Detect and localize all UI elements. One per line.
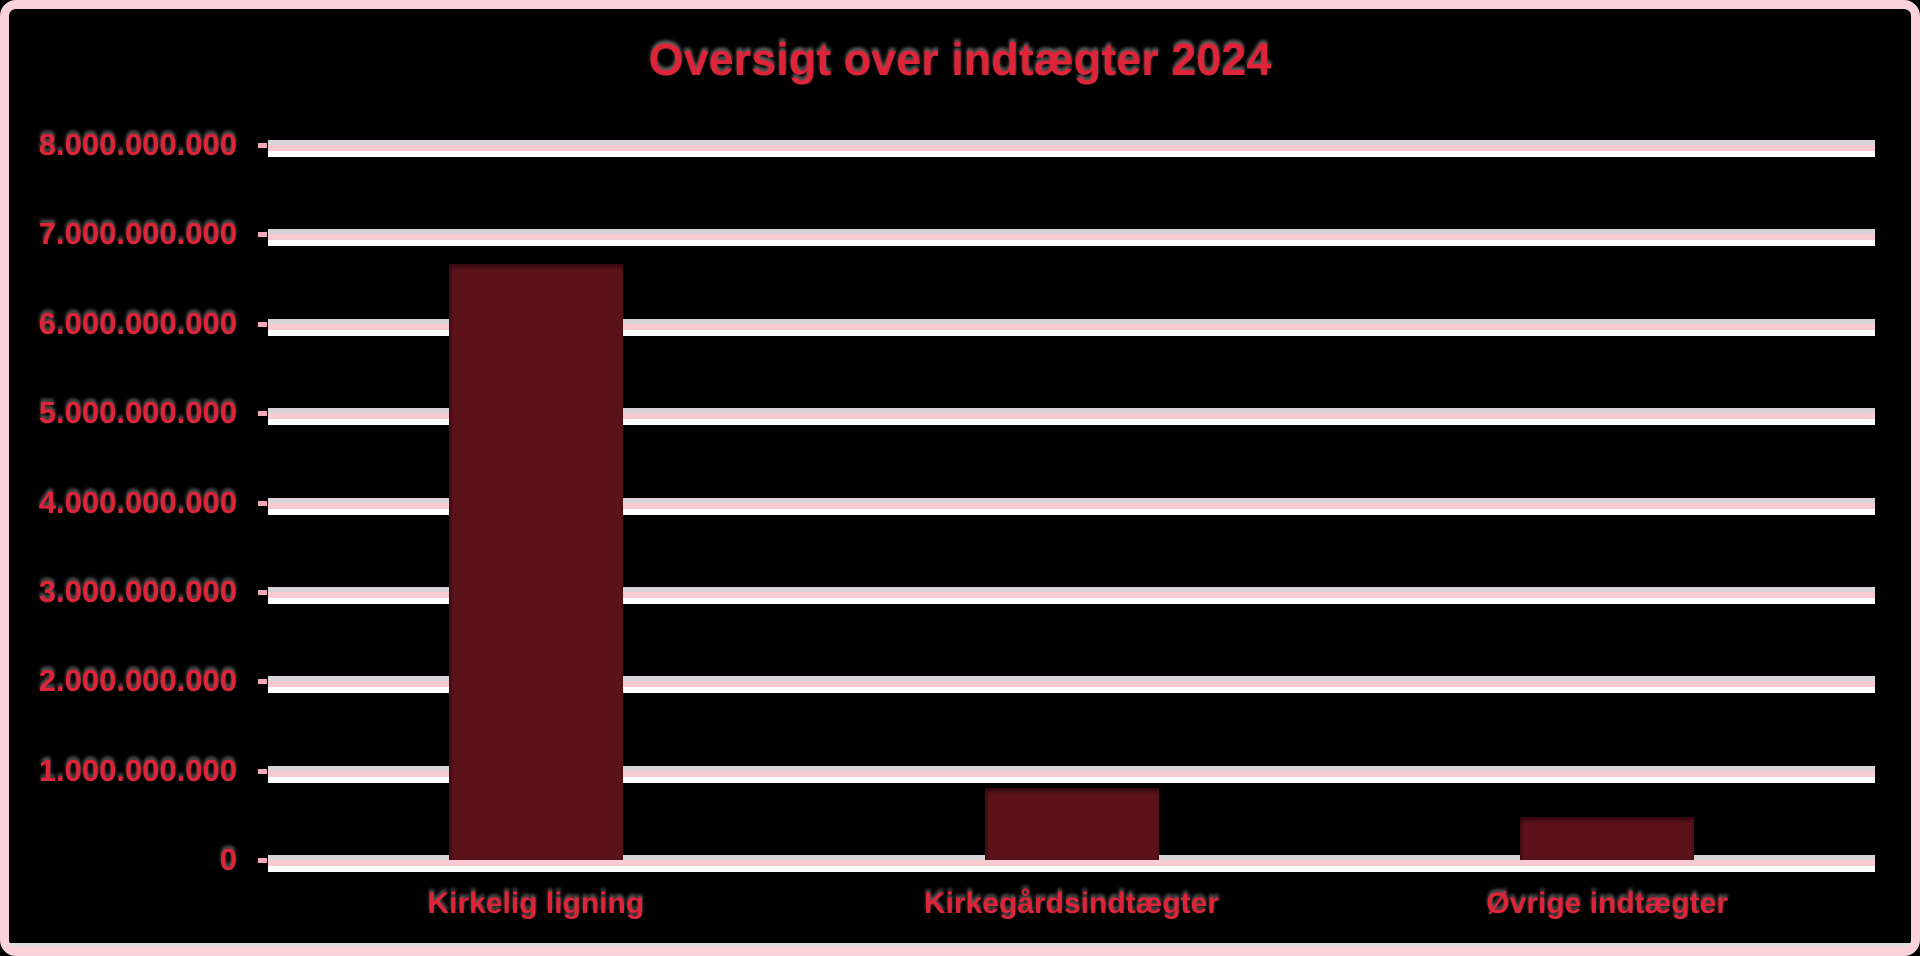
bar-3: [1520, 817, 1695, 860]
y-axis-tick-icon: [258, 858, 267, 863]
x-category-label: Øvrige indtægter: [1486, 887, 1728, 920]
y-axis-tick-icon: [258, 232, 267, 238]
y-axis-label: 2.000.000.000: [38, 663, 237, 699]
gridline: [268, 229, 1875, 247]
y-axis-tick-icon: [258, 768, 267, 774]
gridline: [268, 408, 1875, 426]
y-axis-tick-icon: [258, 321, 267, 327]
x-category-label: Kirkegårdsindtægter: [923, 887, 1220, 920]
bottom-edge-highlight: [9, 943, 1911, 947]
y-axis-label: 6.000.000.000: [38, 305, 237, 341]
y-axis-tick-icon: [258, 411, 267, 417]
gridline: [268, 586, 1875, 604]
y-axis-tick-icon: [258, 679, 267, 685]
chart-title: Oversigt over indtægter 2024: [648, 34, 1272, 85]
y-axis-label: 0: [219, 842, 237, 877]
gridline: [268, 318, 1875, 336]
y-axis-tick-icon: [258, 589, 267, 595]
y-axis-label: 7.000.000.000: [38, 216, 237, 252]
y-axis-label: 8.000.000.000: [38, 127, 237, 162]
gridline: [268, 676, 1875, 694]
gridline: [268, 855, 1875, 872]
y-axis-label: 5.000.000.000: [38, 395, 237, 431]
gridline: [268, 765, 1875, 783]
y-axis-label: 4.000.000.000: [38, 484, 237, 520]
y-axis-label: 3.000.000.000: [38, 573, 237, 609]
y-axis-label: 1.000.000.000: [38, 752, 237, 788]
y-axis-tick-icon: [258, 143, 267, 148]
gridline: [268, 140, 1875, 157]
x-category-label: Kirkelig ligning: [427, 887, 645, 920]
bar-1: [448, 263, 623, 860]
y-axis-tick-icon: [258, 500, 267, 506]
bar-2: [984, 788, 1159, 860]
gridline: [268, 497, 1875, 515]
